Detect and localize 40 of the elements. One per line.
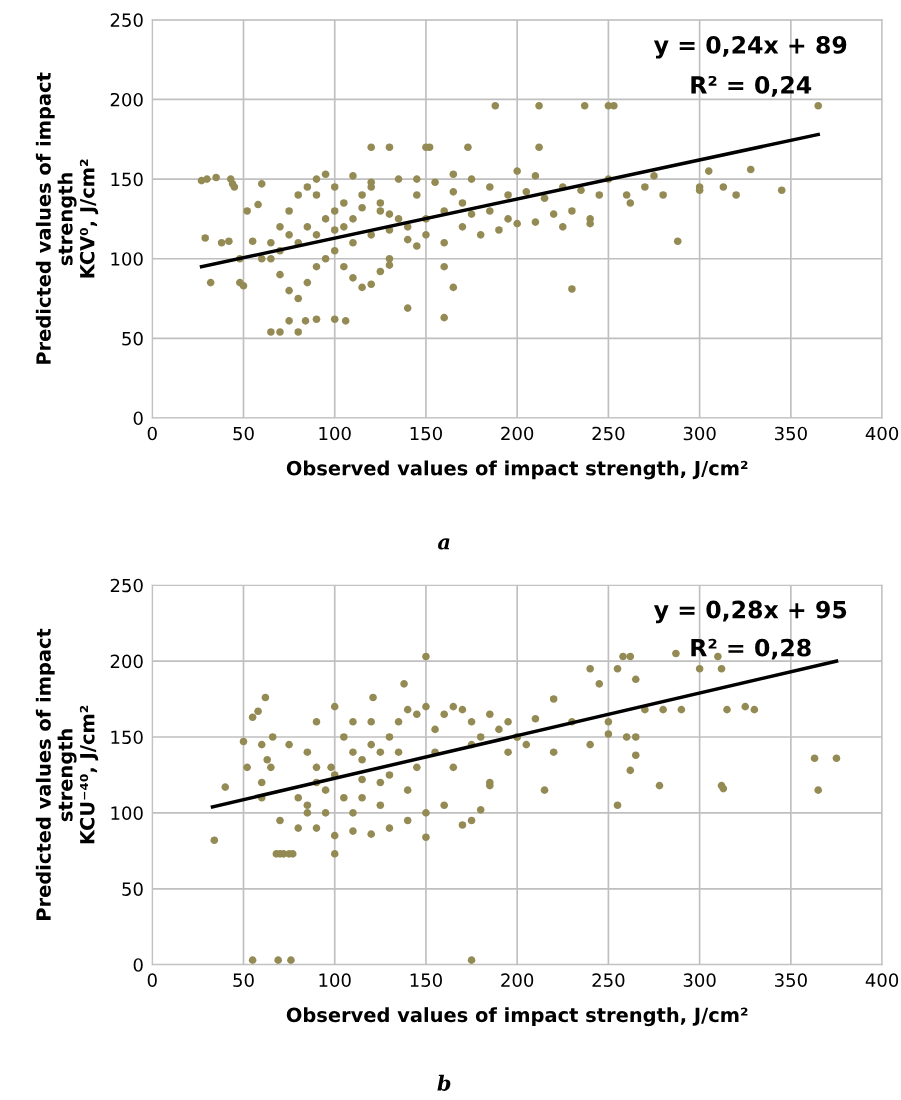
y-axis-title: Predicted values of impact strength KCU⁻⁴⁰, J/cm² (35, 628, 99, 920)
y-axis-title: Predicted values of impact strength KCV⁰, J/cm² (35, 72, 99, 364)
x-tick-label: 150 (410, 426, 442, 441)
x-tick-label: 250 (592, 426, 625, 441)
x-tick-label: 0 (147, 426, 157, 441)
text: a (438, 538, 450, 550)
x-tick-label: 100 (319, 973, 351, 988)
y-tick-label: 250 (110, 578, 143, 593)
x-tick-label: 200 (501, 973, 534, 988)
y-tick-label: 250 (110, 13, 143, 27)
annotation: y = 0,28x + 95 (653, 600, 847, 624)
x-tick-label: 100 (319, 426, 351, 441)
y-tick-label: 150 (111, 730, 143, 745)
x-tick-label: 0 (147, 973, 157, 988)
x-tick-label: 400 (865, 426, 899, 441)
y-tick-label: 100 (111, 252, 143, 266)
x-tick-label: 400 (865, 973, 899, 988)
x-tick-label: 350 (775, 973, 807, 988)
x-tick-label: 200 (501, 426, 534, 441)
y-tick-label: 50 (122, 882, 143, 896)
y-tick-label: 50 (122, 331, 143, 346)
y-tick-label: 100 (111, 806, 143, 821)
text: b (437, 1074, 451, 1091)
y-tick-label: 150 (111, 172, 143, 187)
x-tick-label: 150 (410, 973, 442, 988)
y-tick-label: 0 (133, 958, 143, 972)
x-tick-label: 300 (683, 426, 716, 441)
x-axis-title: Observed values of impact strength, J/cm² (286, 1007, 748, 1027)
y-tick-label: 200 (110, 654, 143, 669)
annotation: R² = 0,24 (691, 75, 812, 97)
x-tick-label: 350 (775, 426, 807, 441)
x-tick-label: 50 (233, 426, 254, 441)
annotation: y = 0,24x + 89 (653, 35, 847, 59)
annotation: R² = 0,28 (691, 638, 811, 660)
x-tick-label: 250 (592, 973, 625, 988)
x-tick-label: 50 (233, 973, 254, 988)
y-tick-label: 0 (133, 411, 143, 426)
y-tick-label: 200 (110, 92, 143, 107)
x-axis-title: Observed values of impact strength, J/cm² (286, 460, 748, 480)
x-tick-label: 300 (683, 973, 716, 988)
